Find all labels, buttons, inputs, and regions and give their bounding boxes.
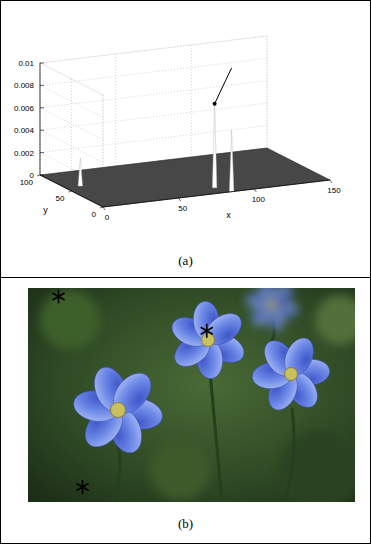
panel-divider	[0, 277, 371, 278]
spike	[229, 130, 233, 192]
plot-area	[78, 104, 234, 192]
tick-mark	[330, 180, 332, 183]
photo-bokeh	[40, 290, 100, 350]
tick-label: 50	[56, 194, 65, 203]
grid-line	[115, 54, 116, 166]
tick-mark	[254, 189, 256, 192]
photo-flower-center	[111, 403, 126, 418]
tick-mark	[100, 207, 103, 208]
grid-line	[40, 103, 267, 130]
grid-line	[40, 63, 41, 175]
marker	[76, 480, 88, 494]
panel-label: (b)	[178, 516, 193, 531]
photo-petal	[279, 333, 319, 380]
photo-petal	[200, 307, 247, 351]
peak-dot	[213, 102, 217, 106]
tick-label: 100	[252, 195, 266, 204]
panel-label: (a)	[178, 253, 192, 268]
photo-petal	[265, 288, 297, 312]
photo-flower	[167, 300, 248, 379]
grid-line	[40, 126, 267, 153]
photo-bokeh	[150, 440, 210, 500]
tick-mark	[40, 63, 44, 64]
photo-flower	[71, 363, 165, 458]
axis-domain	[40, 63, 41, 175]
tick-mark	[40, 85, 44, 86]
figure-svg: (a) (b) 0 0.002 0.004 0.006 0.008 0.01 0 50 100 150…	[0, 0, 371, 544]
tick-label: 0.006	[14, 104, 35, 113]
axis-domain	[40, 175, 103, 207]
photo-stem	[285, 408, 294, 502]
grid-line	[267, 36, 268, 148]
tick-mark	[69, 191, 72, 192]
tick-mark	[37, 175, 40, 176]
spike	[212, 104, 216, 188]
photo-bokeh	[315, 295, 355, 345]
grid-line	[40, 58, 267, 85]
tick-label: 0	[92, 210, 97, 219]
photo-flower-center	[268, 301, 277, 310]
photo-flower-center	[285, 368, 298, 381]
photo-petal	[106, 366, 158, 420]
grid-line	[40, 81, 267, 108]
tick-mark	[103, 207, 105, 210]
axis-title: y	[43, 205, 48, 215]
marker	[201, 324, 213, 338]
photo-flower-center	[202, 334, 215, 347]
tick-mark	[40, 130, 44, 131]
tick-label: 0.002	[14, 149, 35, 158]
tick-mark	[40, 107, 44, 108]
tick-label: 150	[327, 186, 341, 195]
marker	[52, 290, 64, 304]
photo	[28, 288, 355, 502]
tick-label: 0	[105, 213, 110, 222]
tick-label: 0.01	[18, 59, 34, 68]
tick-label: 0.008	[14, 81, 35, 90]
spike	[78, 158, 82, 186]
photo-flower	[244, 288, 300, 333]
tick-label: 100	[20, 178, 34, 187]
tick-label: 0.004	[14, 126, 35, 135]
grid-line	[40, 63, 41, 175]
image-markers	[52, 290, 212, 494]
tick-mark	[40, 175, 44, 176]
photo-stem	[210, 372, 222, 502]
figure: (a) (b) 0 0.002 0.004 0.006 0.008 0.01 0 50 100 150…	[0, 0, 371, 544]
grid-line	[40, 36, 267, 63]
tick-label: 50	[178, 204, 187, 213]
figure-frame	[1, 1, 371, 544]
panel-a: 00.0020.0040.0060.0080.01050100150050100…	[14, 36, 341, 222]
tick-mark	[179, 198, 181, 201]
axis-domain	[103, 180, 330, 207]
axis-title: x	[226, 210, 231, 220]
photo-stem	[112, 445, 120, 502]
tick-mark	[40, 152, 44, 153]
surface-floor	[40, 148, 330, 207]
photo-flower	[251, 333, 330, 414]
annotation-line	[215, 68, 232, 104]
grid-line	[191, 45, 192, 157]
